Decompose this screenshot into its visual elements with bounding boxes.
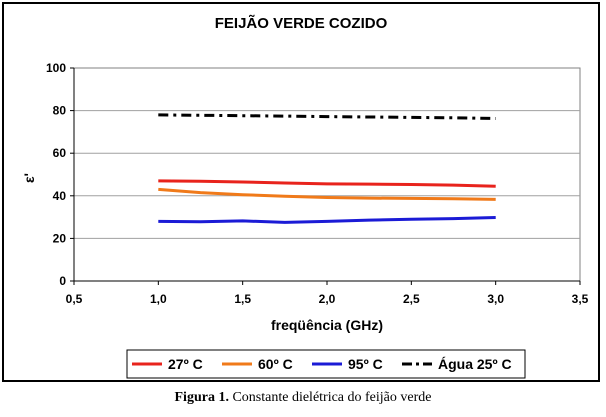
x-tick-label: 1,0 bbox=[150, 292, 167, 306]
series-line bbox=[158, 113, 496, 120]
series-lines bbox=[158, 113, 496, 224]
x-tick-label: 3,5 bbox=[572, 292, 589, 306]
y-tick-label: 20 bbox=[53, 231, 67, 245]
legend-items: 27º C 60º C 95º C Água 25º C bbox=[132, 356, 512, 372]
y-tick-label: 80 bbox=[53, 104, 67, 118]
caption-text: Constante dielétrica do feijão verde bbox=[228, 390, 432, 405]
chart-title: FEIJÃO VERDE COZIDO bbox=[215, 14, 388, 32]
legend-label: 60º C bbox=[258, 356, 293, 372]
x-tick-label: 2,5 bbox=[403, 292, 420, 306]
y-tick-label: 100 bbox=[46, 61, 66, 75]
legend-label: 95º C bbox=[348, 356, 383, 372]
x-tick-label: 3,0 bbox=[487, 292, 504, 306]
y-tick-label: 60 bbox=[53, 146, 67, 160]
series-line bbox=[158, 216, 496, 224]
chart: FEIJÃO VERDE COZIDO 0 20 40 60 80 100 0,5 1,0 1… bbox=[21, 14, 589, 379]
y-axis-label: ε' bbox=[21, 173, 37, 183]
x-tick-label: 2,0 bbox=[319, 292, 336, 306]
gridlines bbox=[74, 110, 580, 239]
y-tick-label: 40 bbox=[53, 189, 67, 203]
series-line bbox=[158, 187, 496, 201]
legend-label: Água 25º C bbox=[438, 356, 512, 372]
x-axis-label: freqüência (GHz) bbox=[271, 317, 383, 333]
x-tick-label: 1,5 bbox=[234, 292, 251, 306]
series-line bbox=[158, 179, 496, 188]
caption-label: Figura 1. bbox=[174, 390, 229, 405]
x-tick-label: 0,5 bbox=[66, 292, 83, 306]
y-tick-label: 0 bbox=[59, 274, 66, 288]
x-axis-ticks: 0,5 1,0 1,5 2,0 2,5 3,0 3,5 bbox=[66, 281, 589, 306]
legend-label: 27º C bbox=[168, 356, 203, 372]
y-axis-ticks: 0 20 40 60 80 100 bbox=[46, 61, 74, 288]
plot-area bbox=[73, 67, 581, 282]
figure-caption: Figura 1. Constante dielétrica do feijão… bbox=[0, 390, 606, 406]
